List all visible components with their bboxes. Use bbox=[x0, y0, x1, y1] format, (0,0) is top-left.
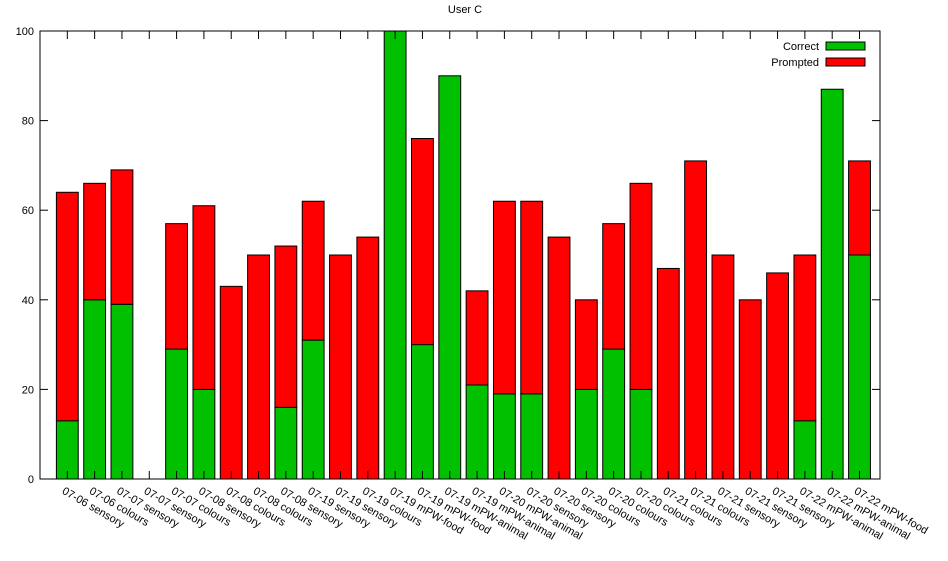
chart-title: User C bbox=[448, 4, 482, 16]
bar-prompted-8 bbox=[274, 245, 298, 408]
bar-prompted-25 bbox=[738, 299, 762, 480]
bar-prompted-15 bbox=[465, 290, 489, 386]
bar-prompted-21 bbox=[629, 182, 653, 390]
bar-correct-27 bbox=[793, 420, 817, 480]
bar-prompted-5 bbox=[192, 205, 216, 390]
bar-prompted-17 bbox=[520, 200, 544, 395]
bar-correct-8 bbox=[274, 406, 298, 480]
bar-correct-28 bbox=[820, 88, 844, 480]
bar-prompted-29 bbox=[848, 160, 871, 256]
bar-prompted-7 bbox=[247, 254, 270, 480]
bar-correct-13 bbox=[411, 344, 434, 480]
y-tick-label: 100 bbox=[16, 26, 34, 38]
y-tick-label: 60 bbox=[22, 205, 34, 217]
bar-prompted-23 bbox=[684, 160, 708, 480]
bar-correct-20 bbox=[602, 348, 626, 480]
bar-correct-9 bbox=[301, 339, 325, 480]
legend-label-correct: Correct bbox=[783, 41, 819, 53]
legend-swatch-prompted bbox=[825, 57, 866, 67]
bar-prompted-6 bbox=[219, 285, 243, 480]
bar-prompted-2 bbox=[110, 169, 134, 305]
bar-prompted-0 bbox=[55, 191, 79, 422]
bar-correct-15 bbox=[465, 384, 489, 480]
y-tick-label: 0 bbox=[28, 474, 34, 486]
bar-correct-12 bbox=[383, 30, 407, 480]
plot-frame bbox=[39, 30, 881, 480]
bar-prompted-20 bbox=[602, 223, 626, 350]
bars-layer bbox=[55, 30, 871, 480]
bar-prompted-27 bbox=[793, 254, 817, 422]
bar-correct-5 bbox=[192, 388, 216, 480]
bar-correct-16 bbox=[492, 393, 516, 480]
bar-prompted-19 bbox=[574, 299, 598, 390]
bar-prompted-16 bbox=[492, 200, 516, 395]
bar-prompted-1 bbox=[83, 182, 107, 301]
y-tick-label: 40 bbox=[22, 295, 34, 307]
bar-correct-19 bbox=[574, 388, 598, 480]
bar-correct-0 bbox=[55, 420, 79, 480]
legend-swatch-correct bbox=[825, 41, 866, 51]
bar-prompted-4 bbox=[165, 223, 189, 350]
bar-prompted-18 bbox=[547, 236, 571, 480]
bar-correct-29 bbox=[848, 254, 871, 480]
bar-prompted-24 bbox=[711, 254, 735, 480]
bar-prompted-26 bbox=[766, 272, 789, 480]
bar-correct-14 bbox=[438, 75, 462, 480]
legend-label-prompted: Prompted bbox=[771, 57, 819, 69]
y-tick-label: 20 bbox=[22, 384, 34, 396]
bar-correct-2 bbox=[110, 303, 134, 480]
bar-prompted-13 bbox=[411, 138, 434, 346]
bar-correct-17 bbox=[520, 393, 544, 480]
bar-correct-1 bbox=[83, 299, 107, 480]
chart-legend: Correct Prompted bbox=[771, 41, 866, 69]
bar-prompted-22 bbox=[656, 267, 680, 480]
bar-prompted-10 bbox=[329, 254, 352, 480]
bar-correct-21 bbox=[629, 388, 653, 480]
bar-prompted-11 bbox=[356, 236, 380, 480]
bar-prompted-9 bbox=[301, 200, 325, 341]
y-tick-label: 80 bbox=[22, 116, 34, 128]
bar-correct-4 bbox=[165, 348, 189, 480]
